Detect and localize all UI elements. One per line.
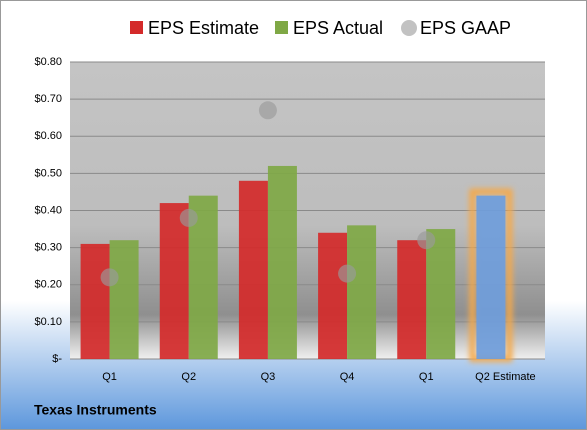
x-tick-label: Q2 Estimate [475, 371, 536, 383]
bar [397, 240, 427, 359]
bar [109, 240, 139, 359]
y-tick-label: $0.70 [34, 93, 62, 105]
x-tick-label: Q1 [102, 371, 117, 383]
y-tick-label: $0.50 [34, 167, 62, 179]
x-tick-label: Q4 [340, 371, 355, 383]
y-tick-label: $0.60 [34, 130, 62, 142]
bar [318, 232, 348, 359]
x-tick-label: Q2 [181, 371, 196, 383]
y-tick-label: $0.20 [34, 279, 62, 291]
bar [267, 165, 297, 359]
legend-label: EPS GAAP [420, 18, 511, 38]
legend-marker [275, 21, 288, 34]
bar [426, 229, 456, 359]
bar [238, 180, 268, 359]
bar [347, 225, 377, 359]
y-tick-label: $0.40 [34, 204, 62, 216]
footer: Texas Instruments [34, 402, 157, 418]
legend-marker [130, 21, 143, 34]
legend-marker [401, 20, 417, 36]
y-tick-label: $- [52, 353, 62, 365]
gaap-marker [100, 268, 119, 287]
bar [80, 243, 110, 359]
y-tick-label: $0.80 [34, 56, 62, 68]
gaap-marker [258, 101, 277, 120]
gaap-marker [338, 264, 357, 283]
y-tick-label: $0.10 [34, 316, 62, 328]
gaap-marker [179, 208, 198, 227]
x-tick-label: Q1 [419, 371, 434, 383]
legend-label: EPS Actual [293, 18, 383, 38]
legend-label: EPS Estimate [148, 18, 259, 38]
y-tick-label: $0.30 [34, 242, 62, 254]
gaap-marker [417, 231, 436, 250]
bar [159, 203, 189, 359]
x-tick-label: Q3 [261, 371, 276, 383]
bar [476, 195, 506, 359]
